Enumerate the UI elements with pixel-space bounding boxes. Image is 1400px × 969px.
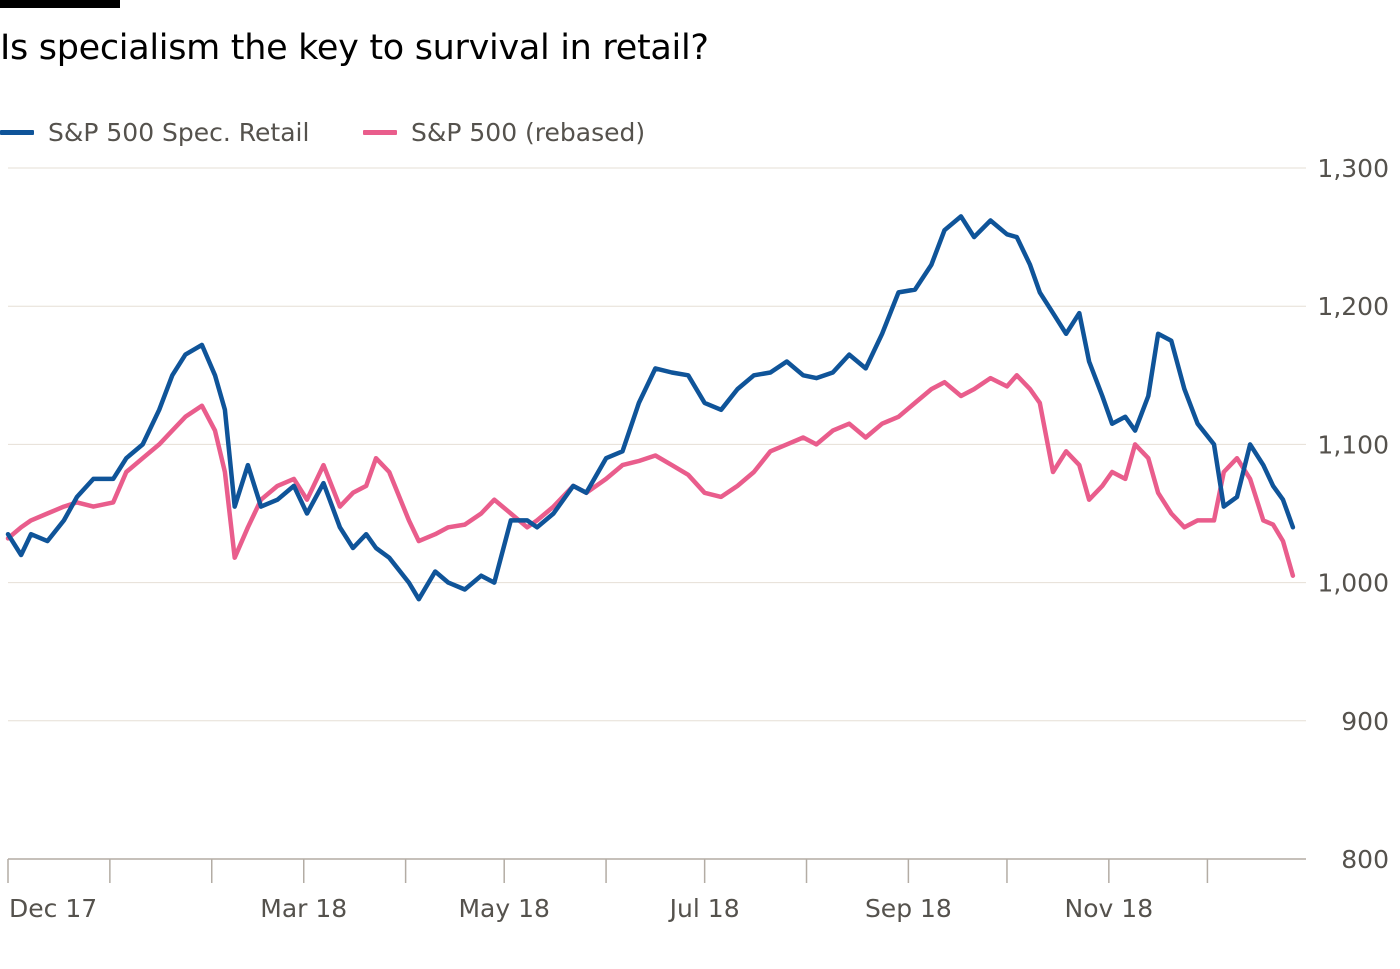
x-tick-label: Sep 18 — [865, 894, 952, 923]
x-tick-label: Mar 18 — [260, 894, 347, 923]
x-tick-label: Dec 17 — [9, 894, 97, 923]
y-tick-label: 1,300 — [1317, 154, 1389, 183]
x-tick-label: May 18 — [458, 894, 549, 923]
x-axis — [7, 858, 1306, 883]
x-tick-label: Nov 18 — [1065, 894, 1154, 923]
series-lines — [5, 214, 1296, 602]
tick-labels: 800 900 1,000 1,100 1,200 1,300 Dec 17 Mar 18 Ma… — [9, 154, 1389, 923]
legend-item-spec-retail: S&P 500 Spec. Retail — [0, 118, 309, 147]
y-tick-label: 1,000 — [1317, 569, 1389, 598]
legend-label-spec-retail: S&P 500 Spec. Retail — [48, 118, 310, 147]
top-accent-bar — [0, 0, 120, 8]
gridlines — [8, 167, 1306, 722]
x-tick-label: Jul 18 — [668, 894, 740, 923]
y-tick-label: 1,200 — [1317, 292, 1389, 321]
series-line-spec-retail — [5, 214, 1296, 602]
y-tick-label: 800 — [1341, 845, 1389, 874]
series-line-sp500-rebased — [5, 373, 1296, 578]
legend-label-sp500-rebased: S&P 500 (rebased) — [411, 118, 646, 147]
y-tick-label: 900 — [1341, 707, 1389, 736]
legend-swatch-sp500-rebased — [363, 130, 397, 135]
chart-title: Is specialism the key to survival in ret… — [0, 28, 709, 68]
legend-swatch-spec-retail — [0, 130, 34, 135]
legend-item-sp500-rebased: S&P 500 (rebased) — [363, 118, 645, 147]
y-tick-label: 1,100 — [1317, 430, 1389, 459]
